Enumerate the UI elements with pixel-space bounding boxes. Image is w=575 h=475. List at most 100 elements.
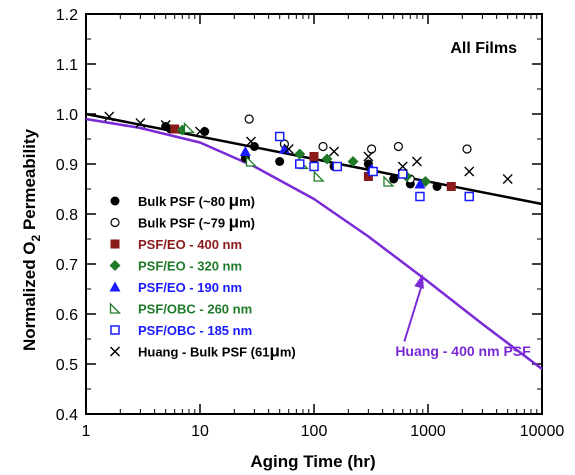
annotation-arrow-shaft bbox=[403, 281, 424, 342]
data-point-series-7 bbox=[283, 144, 294, 154]
data-point-series-0 bbox=[200, 127, 210, 136]
data-point-series-7 bbox=[160, 120, 171, 130]
data-point-series-5 bbox=[245, 155, 258, 167]
data-point-series-7-stroke bbox=[160, 120, 171, 130]
data-point-series-7 bbox=[245, 136, 256, 147]
data-point-series-6 bbox=[332, 161, 343, 172]
y-tick-label: 0.8 bbox=[56, 207, 78, 224]
x-tick-label: 1 bbox=[82, 423, 91, 440]
y-tick-label: 1.2 bbox=[56, 7, 78, 24]
x-tick-label: 100 bbox=[301, 423, 328, 440]
legend-label-text: Bulk PSF (~80 bbox=[138, 194, 229, 209]
legend-marker-7-stroke bbox=[110, 346, 120, 357]
y-axis-label-rest: Permeability bbox=[20, 128, 39, 234]
legend-label-7: Huang - Bulk PSF (61μm) bbox=[138, 342, 296, 361]
legend-marker-3 bbox=[109, 260, 121, 271]
data-point-series-0 bbox=[249, 142, 259, 151]
data-point-series-7-stroke bbox=[464, 166, 475, 177]
data-point-series-0 bbox=[389, 174, 399, 184]
legend-label-greek: μ bbox=[269, 342, 279, 361]
data-point-series-6 bbox=[309, 161, 319, 172]
y-tick-label: 0.5 bbox=[56, 357, 78, 374]
x-axis-label: Aging Time (hr) bbox=[250, 452, 375, 471]
y-tick-label: 1.1 bbox=[56, 57, 78, 74]
data-point-series-1 bbox=[244, 114, 254, 124]
data-point-series-4 bbox=[239, 146, 251, 156]
data-point-series-3 bbox=[321, 153, 333, 165]
y-axis-label: Normalized O2 Permeability bbox=[20, 128, 43, 351]
data-point-series-7-stroke bbox=[104, 111, 115, 122]
data-point-series-7-stroke bbox=[502, 174, 513, 184]
legend-label-text: Huang - Bulk PSF (61 bbox=[138, 345, 269, 360]
data-point-series-7-stroke bbox=[245, 136, 256, 147]
legend-label-text: PSF/OBC - 185 nm bbox=[138, 323, 252, 338]
data-point-series-7-stroke bbox=[363, 151, 374, 162]
data-points bbox=[104, 111, 513, 202]
legend-label-1: Bulk PSF (~79 μm) bbox=[138, 213, 255, 232]
data-point-series-0 bbox=[432, 182, 442, 191]
y-tick-label: 0.7 bbox=[56, 257, 78, 274]
data-point-series-6 bbox=[415, 191, 425, 202]
legend-label-text: m) bbox=[239, 216, 255, 231]
axis-labels: Aging Time (hr) Normalized O2 Permeabili… bbox=[20, 40, 517, 471]
data-point-series-5 bbox=[183, 121, 196, 134]
data-point-series-1 bbox=[366, 144, 377, 154]
legend-label-text: m) bbox=[280, 345, 296, 360]
x-tick-label: 10 bbox=[191, 423, 209, 440]
data-point-series-3 bbox=[347, 156, 359, 167]
panel-label: All Films bbox=[450, 40, 517, 57]
legend-label-text: PSF/EO - 320 nm bbox=[138, 259, 242, 274]
legend-label-text: m) bbox=[239, 194, 255, 209]
legend-label-text: PSF/EO - 400 nm bbox=[138, 237, 242, 252]
x-tick-label: 10000 bbox=[520, 423, 565, 440]
data-point-series-4 bbox=[414, 178, 426, 189]
y-tick-label: 0.9 bbox=[56, 157, 78, 174]
annotation-arrow-head bbox=[414, 274, 424, 289]
data-point-series-7 bbox=[135, 118, 146, 128]
data-point-series-3 bbox=[294, 148, 306, 160]
legend-label-3: PSF/EO - 320 nm bbox=[138, 259, 242, 274]
data-point-series-7-stroke bbox=[283, 144, 294, 154]
data-point-series-6 bbox=[295, 159, 305, 169]
legend-marker-6 bbox=[110, 325, 120, 335]
data-point-series-2 bbox=[309, 152, 319, 161]
x-tick-label: 1000 bbox=[410, 423, 446, 440]
data-point-series-5 bbox=[383, 175, 395, 187]
data-point-series-7-stroke bbox=[195, 126, 205, 137]
data-point-series-7 bbox=[502, 174, 513, 184]
legend-label-greek: μ bbox=[229, 213, 239, 232]
data-point-series-7 bbox=[464, 166, 475, 177]
data-point-series-5 bbox=[313, 170, 325, 182]
data-point-series-7-stroke bbox=[397, 161, 408, 172]
data-point-series-7 bbox=[104, 111, 115, 122]
legend-label-4: PSF/EO - 190 nm bbox=[138, 280, 242, 295]
legend-label-greek: μ bbox=[229, 191, 239, 210]
legend-label-2: PSF/EO - 400 nm bbox=[138, 237, 242, 252]
data-point-series-6 bbox=[464, 191, 474, 202]
legend-label-text: PSF/OBC - 260 nm bbox=[138, 302, 252, 317]
data-point-series-6 bbox=[368, 166, 378, 177]
data-point-series-0 bbox=[275, 157, 285, 166]
legend-marker-5 bbox=[109, 302, 122, 314]
data-point-series-2 bbox=[170, 124, 180, 134]
legend-label-6: PSF/OBC - 185 nm bbox=[138, 323, 252, 338]
y-tick-label: 0.6 bbox=[56, 307, 78, 324]
ticks: 1 10 100 1000 10000 0.4 0.5 0.6 0.7 0.8 0.9 1.0 1.1 1… bbox=[56, 7, 565, 440]
legend-marker-1 bbox=[110, 217, 120, 228]
legend: Bulk PSF (~80 μm)Bulk PSF (~79 μm)PSF/EO… bbox=[109, 191, 296, 361]
data-point-series-7-stroke bbox=[135, 118, 146, 128]
data-point-series-1 bbox=[393, 141, 404, 152]
y-axis-label-main: Normalized O bbox=[20, 241, 39, 351]
annotation-label: Huang - 400 nm PSF bbox=[395, 343, 531, 359]
legend-marker-7 bbox=[110, 346, 120, 357]
data-point-series-7 bbox=[195, 126, 205, 137]
data-point-series-2 bbox=[446, 182, 456, 191]
data-point-series-6 bbox=[397, 169, 408, 179]
data-point-series-7 bbox=[397, 161, 408, 172]
data-point-series-1 bbox=[462, 144, 472, 154]
data-point-series-7 bbox=[411, 156, 422, 167]
legend-marker-2 bbox=[110, 239, 120, 249]
legend-label-text: PSF/EO - 190 nm bbox=[138, 280, 242, 295]
data-point-series-7 bbox=[329, 146, 340, 157]
legend-label-0: Bulk PSF (~80 μm) bbox=[138, 191, 255, 210]
